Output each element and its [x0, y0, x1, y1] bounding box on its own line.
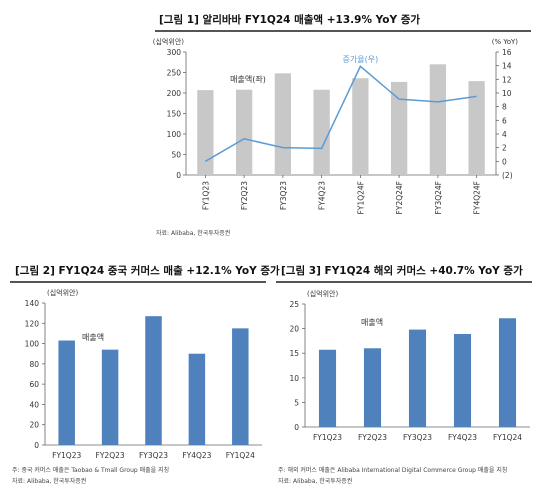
fig1-legend-line: 증가율(우): [343, 55, 379, 64]
fig2-note: 주: 중국 커머스 매출은 Taobao & Tmall Group 매출을 지…: [12, 467, 170, 474]
fig3-y-tick-label: 0: [294, 423, 299, 432]
fig1-legend-bars: 매출액(좌): [230, 74, 266, 84]
fig3-chart: 0 5 10 15 20 25 (십억위안) FY1Q23 FY2Q23 FY3Q23 FY4Q23…: [289, 289, 530, 442]
fig1-growth-line: [204, 65, 477, 162]
fig3-y-tick-label: 25: [289, 300, 299, 309]
fig1-right-tick-label: 12: [502, 75, 512, 84]
fig1-right-tick-label: 8: [502, 103, 507, 112]
fig2-y-tick-label: 0: [34, 441, 39, 450]
fig2-source: 자료: Alibaba, 한국투자증권: [12, 478, 87, 485]
fig2-chart: 0 20 40 60 80 100 120 140 (십억위안) FY1Q23 FY2Q23 FY3Q…: [25, 288, 262, 460]
fig1-bar: [468, 81, 485, 175]
fig2-x-tick-label: FY3Q23: [139, 451, 168, 460]
fig3-bar: [318, 349, 337, 427]
fig1-chart: 0 50 100 150 200 250 300 (2) 0 2 4 6 8 10 12 14 16 (십억위안)…: [153, 37, 519, 214]
fig2-bar: [232, 328, 249, 445]
fig1-x-tick-label: FY1Q24F: [356, 181, 365, 214]
fig3-note: 주: 해외 커머스 매출은 Alibaba International Digi…: [278, 467, 508, 474]
fig1-x-tick-label: FY4Q24F: [473, 181, 482, 214]
fig1-left-tick-label: 250: [167, 69, 182, 78]
fig3-x-tick-label: FY1Q23: [313, 433, 342, 442]
fig1-left-tick-label: 200: [167, 89, 182, 98]
fig3-y-tick-label: 20: [289, 325, 299, 334]
fig2-y-tick-label: 100: [25, 340, 40, 349]
fig1-title-rule: [155, 30, 531, 32]
fig2-y-tick-label: 120: [25, 319, 40, 328]
fig2-x-tick-label: FY1Q24: [226, 451, 255, 460]
fig3-x-tick-label: FY1Q24: [493, 433, 522, 442]
fig1-x-tick-label: FY2Q24F: [395, 181, 404, 214]
fig3-bar: [408, 329, 427, 427]
fig3-bar: [363, 348, 382, 427]
fig2-y-tick-label: 140: [25, 299, 40, 308]
fig2-y-tick-label: 20: [29, 421, 39, 430]
fig3-bar: [498, 318, 517, 427]
fig3-title: [그림 3] FY1Q24 해외 커머스 +40.7% YoY 증가: [281, 265, 523, 277]
fig1-x-tick-label: FY2Q23: [240, 181, 249, 210]
fig3-x-tick-label: FY4Q23: [448, 433, 477, 442]
fig2-y-axis-unit: (십억위안): [47, 288, 78, 297]
fig1-right-tick-label: 14: [502, 62, 512, 71]
fig1-left-tick-label: 50: [171, 151, 181, 160]
fig2-y-tick-label: 80: [29, 360, 39, 369]
fig2-series-label: 매출액: [82, 332, 104, 342]
fig2-bar: [145, 316, 162, 445]
fig1-right-tick-label: (2): [502, 171, 513, 180]
fig1-bar: [313, 89, 330, 175]
fig1-bar: [235, 89, 253, 175]
fig1-right-tick-label: 2: [502, 144, 507, 153]
fig2-x-tick-label: FY4Q23: [182, 451, 211, 460]
fig2-y-tick-label: 60: [29, 380, 39, 389]
fig1-right-tick-label: 4: [502, 130, 507, 139]
fig3-y-tick-label: 5: [294, 398, 299, 407]
fig1-title: [그림 1] 알리바바 FY1Q24 매출액 +13.9% YoY 증가: [159, 14, 421, 26]
fig1-bar: [274, 73, 292, 175]
fig1-bar: [429, 64, 447, 175]
fig3-title-rule: [276, 281, 532, 283]
fig3-source: 자료: Alibaba, 한국투자증권: [278, 478, 353, 485]
fig1-x-tick-label: FY1Q23: [201, 181, 210, 210]
fig3-y-axis-unit: (십억위안): [307, 289, 338, 298]
fig2-title: [그림 2] FY1Q24 중국 커머스 매출 +12.1% YoY 증가: [15, 265, 280, 277]
fig3-bar: [453, 334, 472, 427]
fig1-x-tick-label: FY3Q23: [279, 181, 288, 210]
fig1-left-tick-label: 100: [167, 130, 182, 139]
fig2-x-tick-label: FY2Q23: [96, 451, 125, 460]
fig2-bar: [58, 340, 75, 445]
fig1-left-tick-label: 0: [176, 171, 181, 180]
fig1-right-tick-label: 10: [502, 89, 512, 98]
fig3-x-tick-label: FY3Q23: [403, 433, 432, 442]
fig1-x-tick-label: FY3Q24F: [434, 181, 443, 214]
fig1-left-tick-label: 300: [167, 48, 182, 57]
fig2-bar: [101, 349, 119, 445]
fig1-right-axis-unit: (% YoY): [492, 38, 519, 46]
fig3-series-label: 매출액: [361, 317, 383, 327]
fig1-x-tick-label: FY4Q23: [318, 181, 327, 210]
fig3-y-tick-label: 10: [289, 374, 299, 383]
fig1-bar: [197, 90, 214, 175]
fig1-bar: [390, 81, 408, 175]
fig3-x-tick-label: FY2Q23: [358, 433, 387, 442]
fig1-right-tick-label: 6: [502, 116, 507, 125]
fig1-right-tick-label: 0: [502, 157, 507, 166]
fig2-x-tick-label: FY1Q23: [52, 451, 81, 460]
fig1-left-axis-unit: (십억위안): [153, 37, 184, 46]
fig2-bar: [188, 353, 206, 445]
fig2-title-rule: [10, 281, 266, 283]
fig1-bar: [352, 78, 369, 175]
fig1-source: 자료: Alibaba, 한국투자증권: [156, 230, 231, 237]
fig3-y-tick-label: 15: [289, 349, 299, 358]
fig2-y-tick-label: 40: [29, 400, 39, 409]
fig1-left-tick-label: 150: [167, 110, 182, 119]
fig1-right-tick-label: 16: [502, 48, 512, 57]
